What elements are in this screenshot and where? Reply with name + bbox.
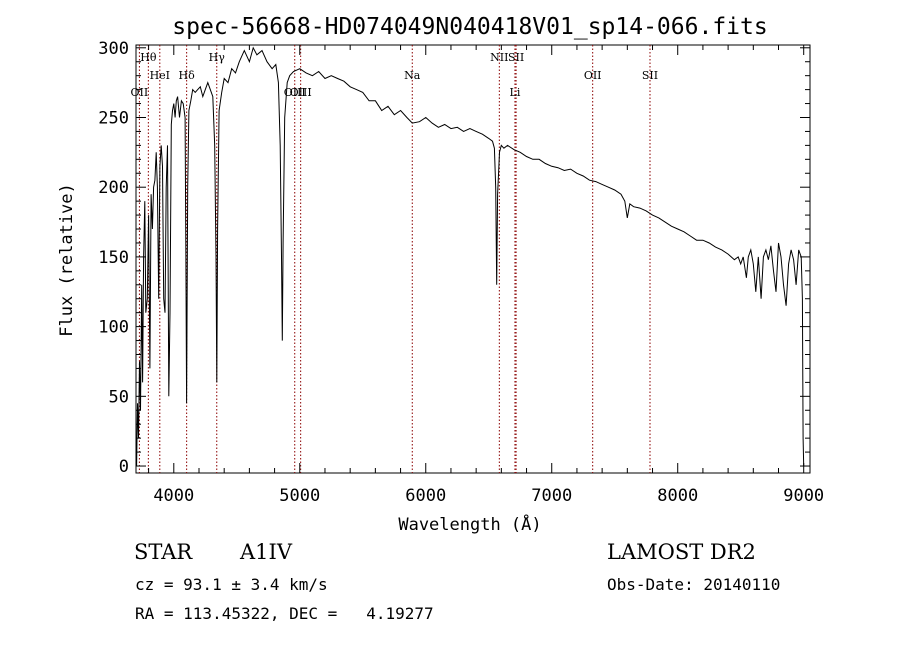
obs-date: Obs-Date: 20140110 [607, 575, 781, 594]
object-type: STAR [134, 540, 193, 564]
spectral-marker-label: Hγ [209, 51, 226, 64]
redshift-text: cz = 93.1 ± 3.4 km/s [135, 575, 328, 594]
x-tick-label: 4000 [153, 486, 194, 506]
spectral-marker-label: OIII [290, 86, 312, 99]
spectrum-line [136, 46, 805, 467]
coordinates-text: RA = 113.45322, DEC = 4.19277 [135, 604, 434, 623]
y-tick-label: 200 [98, 178, 129, 198]
chart-title: spec-56668-HD074049N040418V01_sp14-066.f… [172, 14, 767, 40]
spectral-marker-label: HeI [150, 69, 170, 82]
spectral-class: A1IV [240, 540, 292, 564]
spectral-marker-label: SII [508, 51, 524, 64]
x-tick-label: 7000 [531, 486, 572, 506]
y-tick-label: 0 [119, 457, 129, 477]
x-tick-label: 5000 [279, 486, 320, 506]
spectral-line-markers [138, 45, 651, 473]
spectral-marker-label: Hθ [140, 51, 157, 64]
spectral-marker-label: NII [490, 51, 508, 64]
x-tick-label: 6000 [405, 486, 446, 506]
spectral-marker-label: Hδ [179, 69, 196, 82]
y-tick-label: 100 [98, 318, 129, 338]
spectral-marker-label: SII [642, 69, 658, 82]
y-axis-label: Flux (relative) [57, 183, 77, 337]
x-axis-label: Wavelength (Å) [398, 513, 541, 535]
spectral-marker-label: Li [510, 86, 521, 99]
spectral-marker-label: OII [584, 69, 602, 82]
y-tick-label: 300 [98, 39, 129, 59]
y-tick-label: 50 [109, 387, 129, 407]
spectral-marker-label: OIII [284, 86, 306, 99]
y-axis: 0 50 100 150 200 250 300 [98, 39, 810, 477]
survey-name: LAMOST DR2 [607, 540, 756, 564]
x-tick-label: 9000 [783, 486, 824, 506]
x-tick-label: 8000 [657, 486, 698, 506]
x-axis: 4000 5000 6000 7000 8000 9000 [148, 45, 824, 506]
plot-frame [135, 44, 811, 474]
y-tick-label: 250 [98, 108, 129, 128]
spectral-marker-label: OII [131, 86, 149, 99]
y-tick-label: 150 [98, 248, 129, 268]
spectral-marker-label: Na [404, 69, 421, 82]
